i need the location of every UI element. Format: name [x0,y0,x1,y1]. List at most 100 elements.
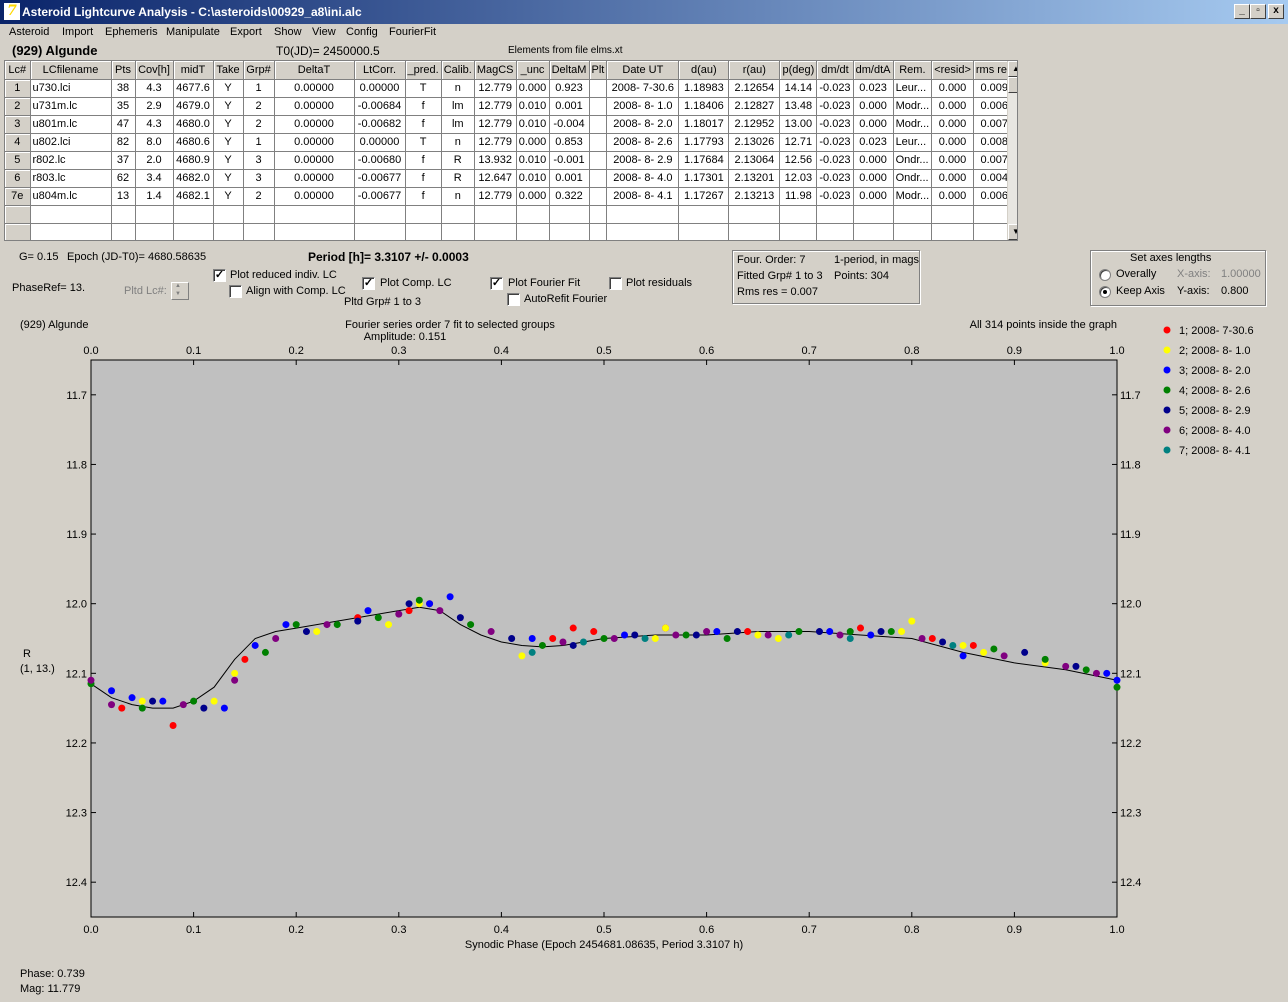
table-cell[interactable] [728,223,781,240]
column-header[interactable]: dm/dt [816,61,854,80]
table-cell[interactable] [728,205,781,224]
table-cell[interactable]: r802.lc [30,151,112,170]
table-cell[interactable]: f [405,169,442,188]
table-cell[interactable] [549,205,590,224]
table-cell[interactable] [474,223,517,240]
table-cell[interactable]: 2.13213 [728,187,781,206]
table-cell[interactable]: 0.000 [931,79,974,98]
menu-view[interactable]: View [312,26,336,38]
table-cell[interactable] [589,133,608,152]
table-cell[interactable] [678,205,730,224]
table-cell[interactable] [853,205,894,224]
table-cell[interactable]: 0.00000 [274,115,355,134]
table-cell[interactable]: 0.000 [516,187,550,206]
table-cell[interactable]: Y [213,133,244,152]
table-cell[interactable] [441,223,475,240]
table-cell[interactable]: -0.00677 [354,169,406,188]
scroll-thumb[interactable] [1008,77,1017,93]
table-cell[interactable]: 1.17267 [678,187,730,206]
table-cell[interactable]: 4677.6 [173,79,214,98]
table-cell[interactable]: Y [213,169,244,188]
table-cell[interactable]: 0.000 [516,133,550,152]
column-header[interactable]: Rem. [893,61,933,80]
table-scrollbar[interactable]: ▲ ▼ [1007,61,1017,240]
menu-manipulate[interactable]: Manipulate [166,26,220,38]
table-cell[interactable]: 3.4 [135,169,174,188]
table-cell[interactable]: 12.779 [474,187,517,206]
row-number[interactable]: 1 [5,79,31,98]
column-header[interactable]: p(deg) [779,61,818,80]
table-cell[interactable]: 12.779 [474,79,517,98]
table-cell[interactable]: 0.000 [931,151,974,170]
table-cell[interactable]: 0.00000 [274,79,355,98]
column-header[interactable]: Date UT [606,61,680,80]
table-cell[interactable] [893,223,933,240]
table-cell[interactable] [30,223,112,240]
table-cell[interactable] [589,169,608,188]
table-cell[interactable] [678,223,730,240]
table-cell[interactable]: 2.12827 [728,97,781,116]
scroll-down-icon[interactable]: ▼ [1008,224,1017,240]
table-cell[interactable]: 0.000 [931,115,974,134]
table-cell[interactable] [405,223,442,240]
table-row[interactable]: 3 u801m.lc 47 4.3 4680.0 Y 2 0.00000 -0.00682 f lm… [5,115,1016,134]
table-cell[interactable]: n [441,133,475,152]
table-cell[interactable]: 35 [111,97,136,116]
row-number[interactable]: 2 [5,97,31,116]
table-cell[interactable]: 0.001 [549,169,590,188]
table-cell[interactable] [606,205,680,224]
table-cell[interactable]: 13.48 [779,97,818,116]
column-header[interactable]: MagCS [474,61,517,80]
table-cell[interactable]: 2008- 8- 4.0 [606,169,680,188]
row-number[interactable]: 4 [5,133,31,152]
row-number[interactable]: 3 [5,115,31,134]
table-cell[interactable]: 0.010 [516,169,550,188]
table-cell[interactable]: Leur... [893,79,933,98]
column-header[interactable]: Grp# [243,61,275,80]
table-cell[interactable]: 4.3 [135,115,174,134]
table-cell[interactable]: -0.023 [816,115,854,134]
table-cell[interactable]: Ondr... [893,169,933,188]
table-cell[interactable]: Y [213,97,244,116]
table-cell[interactable] [931,223,974,240]
table-cell[interactable] [516,223,550,240]
spin-up-icon[interactable]: ▲ [175,283,181,289]
table-cell[interactable]: -0.001 [549,151,590,170]
table-cell[interactable]: 2.13201 [728,169,781,188]
table-cell[interactable]: 4680.9 [173,151,214,170]
table-cell[interactable]: 2.13026 [728,133,781,152]
table-cell[interactable] [354,223,406,240]
column-header[interactable]: _pred. [405,61,442,80]
menu-show[interactable]: Show [274,26,302,38]
menu-ephemeris[interactable]: Ephemeris [105,26,158,38]
table-cell[interactable]: -0.023 [816,151,854,170]
table-cell[interactable]: 0.023 [853,79,894,98]
table-cell[interactable]: R [441,151,475,170]
table-cell[interactable]: 12.779 [474,115,517,134]
table-cell[interactable]: -0.00680 [354,151,406,170]
menu-import[interactable]: Import [62,26,94,38]
lightcurve-table[interactable]: Lc# LCfilename Pts Cov[h] midT Take Grp# DeltaT… [4,60,1018,241]
table-row[interactable]: 2 u731m.lc 35 2.9 4679.0 Y 2 0.00000 -0.00684 f lm… [5,97,1016,116]
column-header[interactable]: LCfilename [30,61,112,80]
table-cell[interactable]: 1.18983 [678,79,730,98]
table-cell[interactable]: Modr... [893,115,933,134]
scroll-up-icon[interactable]: ▲ [1008,61,1017,77]
table-cell[interactable]: 2.13064 [728,151,781,170]
table-cell[interactable]: 12.779 [474,133,517,152]
table-cell[interactable]: -0.023 [816,79,854,98]
table-row[interactable]: 7e u804m.lc 13 1.4 4682.1 Y 2 0.00000 -0.00677 f n… [5,187,1016,206]
table-cell[interactable]: 0.853 [549,133,590,152]
table-cell[interactable]: 0.000 [931,187,974,206]
table-cell[interactable]: n [441,79,475,98]
table-cell[interactable]: 1.17684 [678,151,730,170]
table-cell[interactable]: 3 [243,169,275,188]
table-cell[interactable]: Leur... [893,133,933,152]
table-cell[interactable]: 1.18406 [678,97,730,116]
table-cell[interactable] [173,205,214,224]
table-cell[interactable]: 2008- 8- 1.0 [606,97,680,116]
table-cell[interactable] [589,205,608,224]
table-cell[interactable]: Y [213,115,244,134]
table-cell[interactable]: 4680.0 [173,115,214,134]
